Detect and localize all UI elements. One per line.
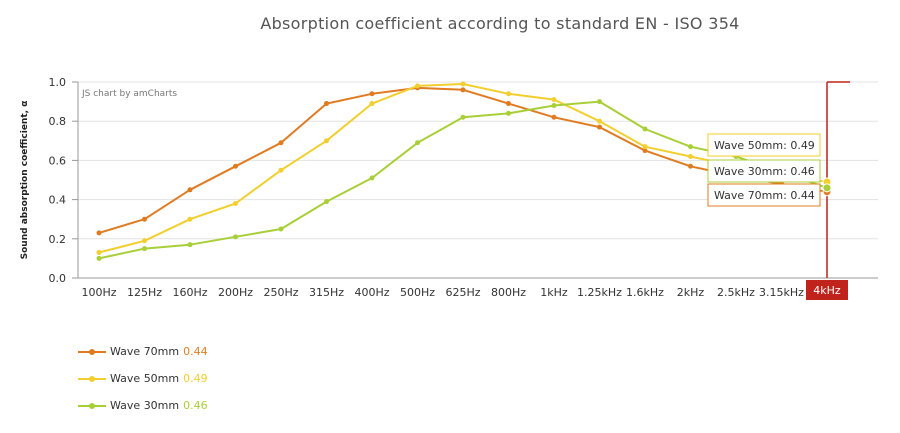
data-point[interactable]	[688, 163, 693, 169]
data-point[interactable]	[688, 153, 693, 159]
data-point[interactable]	[551, 103, 557, 109]
data-point[interactable]	[415, 140, 420, 146]
tooltip-text: Wave 30mm: 0.46	[714, 165, 815, 178]
credit-text[interactable]: JS chart by amCharts	[81, 89, 177, 99]
data-point[interactable]	[551, 97, 557, 103]
tooltip-text: Wave 50mm: 0.49	[714, 139, 815, 152]
x-tick-label: 1.25kHz	[577, 286, 622, 299]
data-point[interactable]	[597, 118, 602, 124]
data-point[interactable]	[187, 242, 193, 248]
data-point[interactable]	[506, 110, 511, 116]
y-tick-label: 0.0	[49, 272, 67, 285]
cursor-category-label: 4kHz	[813, 284, 841, 297]
tooltip-box	[707, 183, 821, 207]
data-point[interactable]	[96, 255, 102, 261]
y-tick-label: 0.2	[49, 233, 67, 246]
cursor-point	[822, 183, 832, 193]
x-tick-label: 3.15kHz	[759, 286, 804, 299]
x-tick-label: 315Hz	[309, 286, 344, 299]
legend-label: Wave 50mm	[110, 372, 180, 385]
data-point[interactable]	[142, 216, 147, 222]
data-point[interactable]	[278, 226, 284, 232]
data-point[interactable]	[642, 144, 648, 150]
data-point[interactable]	[642, 126, 648, 132]
cursor-category-badge	[806, 280, 848, 300]
x-tick-label: 1.6kHz	[626, 286, 664, 299]
tooltip-text: Wave 70mm: 0.44	[714, 189, 815, 202]
x-tick-label: 200Hz	[218, 286, 253, 299]
x-tick-label: 2.5kHz	[717, 286, 755, 299]
x-tick-label: 625Hz	[445, 286, 480, 299]
x-tick-label: 2kHz	[677, 286, 705, 299]
data-point[interactable]	[369, 101, 375, 107]
x-tick-label: 160Hz	[172, 286, 207, 299]
tooltips: Wave 50mm: 0.49 Wave 30mm: 0.46 Wave 70mm:…	[707, 133, 821, 207]
legend-marker	[78, 400, 106, 412]
data-point[interactable]	[369, 91, 375, 97]
y-axis-label: Sound absorption coefficient, α	[20, 101, 30, 260]
legend-marker	[78, 373, 106, 385]
legend-value: 0.49	[183, 372, 208, 385]
x-tick-label: 100Hz	[81, 286, 116, 299]
data-point[interactable]	[233, 201, 238, 207]
tooltip-box	[707, 133, 821, 157]
data-point[interactable]	[278, 167, 284, 173]
data-point[interactable]	[460, 114, 466, 120]
data-point[interactable]	[233, 163, 238, 169]
tooltip-box	[707, 159, 821, 183]
y-tick-label: 1.0	[49, 76, 67, 89]
data-point[interactable]	[187, 216, 193, 222]
data-point[interactable]	[551, 114, 557, 120]
data-point[interactable]	[324, 138, 329, 144]
legend-label: Wave 70mm	[110, 345, 180, 358]
data-point[interactable]	[506, 101, 511, 107]
x-tick-label: 125Hz	[127, 286, 162, 299]
data-point[interactable]	[96, 230, 102, 236]
legend-item-wave-50mm[interactable]: Wave 50mm 0.49	[78, 365, 208, 392]
data-point[interactable]	[415, 83, 420, 89]
data-point[interactable]	[460, 81, 466, 87]
legend-marker	[78, 346, 106, 358]
data-point[interactable]	[142, 246, 147, 252]
legend-item-wave-70mm[interactable]: Wave 70mm 0.44	[78, 338, 208, 365]
data-point[interactable]	[142, 238, 147, 244]
data-point[interactable]	[233, 234, 238, 240]
data-point[interactable]	[324, 199, 329, 205]
legend: Wave 70mm 0.44 Wave 50mm 0.49 Wave 30mm …	[78, 338, 208, 419]
y-tick-label: 0.6	[49, 154, 67, 167]
data-point[interactable]	[597, 99, 602, 105]
chart-title: Absorption coefficient according to stan…	[260, 14, 740, 33]
data-point[interactable]	[642, 148, 648, 154]
data-point[interactable]	[96, 250, 102, 256]
x-tick-label: 1kHz	[540, 286, 568, 299]
data-point[interactable]	[460, 87, 466, 93]
data-point[interactable]	[187, 187, 193, 193]
x-tick-label: 800Hz	[491, 286, 526, 299]
data-point[interactable]	[506, 91, 511, 97]
legend-item-wave-30mm[interactable]: Wave 30mm 0.46	[78, 392, 208, 419]
y-tick-label: 0.4	[49, 194, 67, 207]
y-tick-label: 0.8	[49, 115, 67, 128]
data-point[interactable]	[688, 144, 693, 150]
legend-value: 0.44	[183, 345, 208, 358]
x-tick-label: 500Hz	[400, 286, 435, 299]
data-point[interactable]	[597, 124, 602, 130]
data-point[interactable]	[369, 175, 375, 181]
x-tick-label: 400Hz	[354, 286, 389, 299]
axes: 0.0 0.2 0.4 0.6 0.8 1.0 100Hz 125Hz 160Hz 200Hz 25…	[49, 76, 805, 299]
legend-label: Wave 30mm	[110, 399, 180, 412]
legend-value: 0.46	[183, 399, 208, 412]
data-point[interactable]	[324, 101, 329, 107]
x-tick-label: 250Hz	[263, 286, 298, 299]
cursor: 4kHz	[806, 81, 850, 300]
data-point[interactable]	[278, 140, 284, 146]
